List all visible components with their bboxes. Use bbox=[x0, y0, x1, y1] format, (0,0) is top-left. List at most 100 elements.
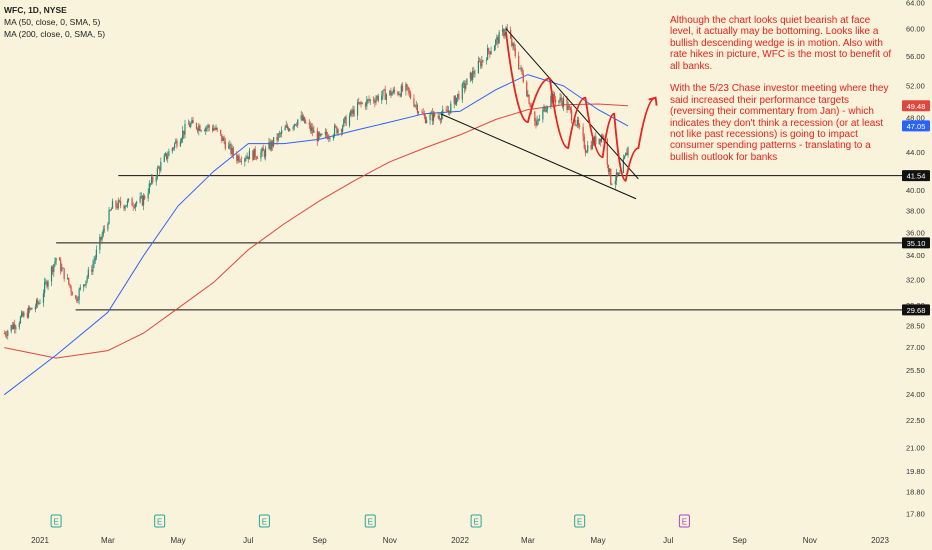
wedge-line-1[interactable] bbox=[440, 113, 637, 200]
candle-body bbox=[123, 205, 125, 209]
x-tick-label: Mar bbox=[101, 536, 115, 545]
candle-body bbox=[527, 94, 529, 97]
earnings-marker[interactable] bbox=[364, 514, 376, 528]
candle-body bbox=[192, 120, 194, 124]
candle-body bbox=[422, 112, 424, 115]
candle-body bbox=[187, 123, 190, 125]
candle-body bbox=[519, 68, 521, 69]
y-tick-label: 28.50 bbox=[906, 322, 925, 331]
candle-body bbox=[478, 61, 481, 62]
candle-body bbox=[284, 127, 286, 131]
candle-body bbox=[182, 130, 184, 139]
earnings-label: E bbox=[157, 518, 162, 527]
ma200-line bbox=[4, 103, 629, 359]
candle-body bbox=[414, 105, 416, 107]
candle-body bbox=[575, 125, 577, 126]
x-tick-label: Sep bbox=[312, 536, 327, 545]
candle-body bbox=[559, 97, 561, 101]
candle-body bbox=[20, 312, 23, 317]
candle-body bbox=[297, 119, 299, 126]
candle-body bbox=[321, 133, 323, 135]
candle-body bbox=[465, 85, 467, 89]
candle-body bbox=[608, 168, 611, 172]
candle-body bbox=[100, 236, 102, 240]
candle-body bbox=[195, 123, 198, 129]
candle-body bbox=[238, 155, 240, 162]
price-label-box bbox=[902, 170, 930, 182]
earnings-label: E bbox=[368, 518, 373, 527]
candle-body bbox=[504, 32, 506, 36]
earnings-marker[interactable] bbox=[470, 514, 482, 528]
candle-body bbox=[31, 308, 33, 310]
candle-body bbox=[84, 284, 86, 286]
x-tick-label: May bbox=[591, 536, 606, 545]
y-tick-label: 56.00 bbox=[906, 52, 925, 61]
candle-body bbox=[490, 51, 492, 55]
legend-ma200[interactable]: MA (200, close, 0, SMA, 5) bbox=[4, 29, 106, 39]
candle-body bbox=[526, 81, 528, 97]
candle-body bbox=[149, 183, 152, 185]
candle-body bbox=[603, 137, 605, 140]
candle-body bbox=[261, 147, 263, 153]
candle-body bbox=[473, 70, 475, 75]
candle-body bbox=[183, 130, 185, 135]
x-tick-label: 2022 bbox=[451, 536, 469, 545]
candle-body bbox=[617, 172, 619, 176]
candle-body bbox=[518, 55, 520, 69]
candle-body bbox=[567, 105, 569, 110]
candle-body bbox=[18, 323, 20, 328]
candle-body bbox=[68, 277, 70, 285]
candle-body bbox=[342, 126, 344, 132]
candle-body bbox=[442, 109, 444, 115]
candle-body bbox=[264, 148, 267, 157]
candle-body bbox=[155, 177, 157, 182]
legend-ma50[interactable]: MA (50, close, 0, SMA, 5) bbox=[4, 17, 101, 27]
candle-body bbox=[39, 302, 41, 304]
candle-body bbox=[190, 123, 192, 127]
legend-symbol[interactable]: WFC, 1D, NYSE bbox=[4, 5, 67, 15]
candle-body bbox=[125, 205, 127, 207]
candle-body bbox=[271, 141, 274, 147]
earnings-marker[interactable] bbox=[678, 514, 690, 528]
candle-body bbox=[270, 141, 272, 150]
candle-body bbox=[353, 109, 355, 116]
candle-body bbox=[7, 330, 9, 336]
candle-body bbox=[537, 119, 539, 121]
candle-body bbox=[126, 200, 129, 206]
price-label-text: 47.05 bbox=[907, 122, 926, 131]
candle-body bbox=[60, 260, 62, 272]
wedge-line-0[interactable] bbox=[505, 28, 639, 180]
earnings-marker[interactable] bbox=[258, 514, 270, 528]
candle-body bbox=[141, 196, 144, 206]
candle-body bbox=[599, 138, 601, 142]
candle-body bbox=[11, 325, 13, 329]
ma200-path bbox=[4, 103, 629, 359]
candle-body bbox=[99, 236, 101, 250]
y-tick-label: 32.00 bbox=[906, 275, 925, 284]
candle-body bbox=[585, 151, 588, 153]
candle-body bbox=[325, 131, 328, 136]
candle-body bbox=[117, 200, 119, 209]
candle-body bbox=[142, 195, 145, 206]
candle-body bbox=[614, 180, 616, 185]
candle-body bbox=[19, 316, 22, 324]
candle-body bbox=[159, 167, 161, 171]
earnings-marker[interactable] bbox=[574, 514, 586, 528]
earnings-marker[interactable] bbox=[50, 514, 62, 528]
candle-body bbox=[277, 134, 279, 141]
candle-body bbox=[4, 333, 7, 335]
candle-body bbox=[627, 147, 629, 156]
y-tick-label: 18.80 bbox=[906, 488, 925, 497]
projection-path[interactable] bbox=[505, 31, 656, 182]
candlesticks bbox=[3, 23, 629, 340]
earnings-marker[interactable] bbox=[154, 514, 166, 528]
candle-body bbox=[164, 153, 167, 156]
candle-body bbox=[151, 176, 153, 184]
candle-body bbox=[207, 125, 209, 128]
candle-body bbox=[611, 184, 613, 185]
candle-body bbox=[208, 125, 210, 128]
candle-body bbox=[336, 126, 338, 134]
candle-body bbox=[595, 136, 597, 145]
candle-body bbox=[269, 142, 271, 150]
